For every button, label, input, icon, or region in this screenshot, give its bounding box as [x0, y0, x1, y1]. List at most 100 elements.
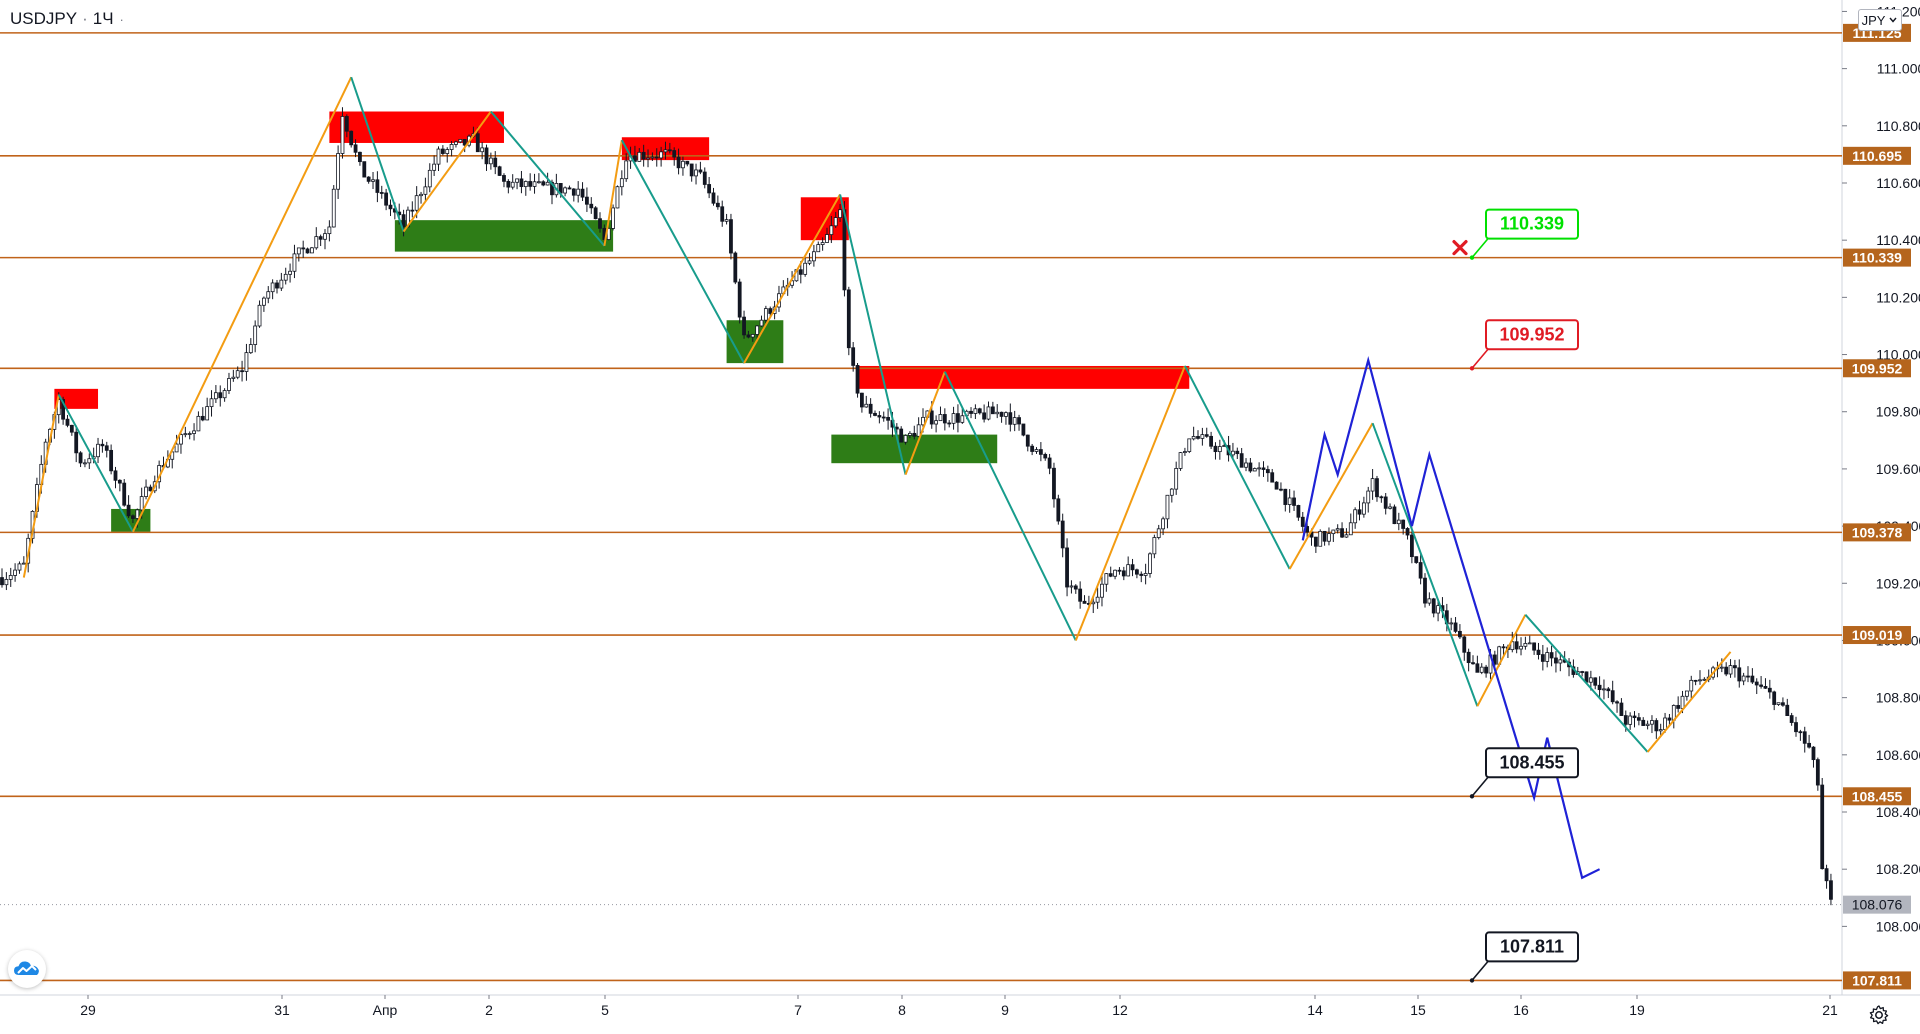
candle-bull	[973, 408, 978, 414]
candle-bear	[1239, 453, 1244, 468]
candle-bull	[1191, 436, 1196, 440]
candle-bull	[1335, 528, 1340, 531]
candle-bull	[838, 209, 842, 218]
candle-bull	[419, 193, 423, 197]
candle-bull	[1698, 679, 1702, 682]
candle-bull	[646, 157, 650, 160]
time-tick-label: 7	[794, 1002, 802, 1018]
candle-bear	[1025, 434, 1030, 447]
candle-bear	[1798, 731, 1803, 734]
candle-bear	[567, 187, 572, 190]
candle-bear	[1597, 684, 1602, 691]
candle-bear	[851, 347, 856, 366]
candle-bear	[148, 486, 153, 492]
candle-bear	[1423, 577, 1427, 604]
candle-bear	[585, 196, 589, 205]
symbol-label: USDJPY	[10, 9, 78, 28]
time-tick-label: 2	[485, 1002, 493, 1018]
red-cross-icon	[1452, 240, 1468, 256]
candle-bull	[663, 149, 668, 153]
candle-bear	[78, 452, 83, 464]
candle-bear	[746, 334, 751, 338]
candle-bull	[1327, 533, 1331, 542]
levels-layer	[0, 32, 1842, 982]
zigzag-down-leg	[350, 76, 405, 232]
candle-bear	[1623, 715, 1628, 725]
candle-bull	[296, 247, 301, 255]
callout-box	[1485, 319, 1579, 351]
candle-bull	[288, 270, 292, 275]
candle-bear	[1279, 488, 1283, 491]
candle-bear	[1030, 445, 1035, 452]
candle-bear	[1357, 509, 1362, 515]
zigzag-up-leg	[402, 110, 492, 233]
callout-pointer	[1471, 776, 1489, 797]
candle-bear	[1209, 435, 1214, 447]
candle-bull	[1152, 537, 1157, 555]
candle-bear	[1017, 417, 1021, 425]
candle-bull	[21, 562, 26, 565]
price-tick-label: 109.600	[1876, 461, 1920, 477]
candle-bull	[763, 308, 768, 321]
candle-bear	[1815, 759, 1820, 786]
candle-bear	[1615, 701, 1619, 704]
candle-bear	[358, 151, 362, 163]
level-price-tag-label: 109.952	[1852, 360, 1903, 376]
candle-bull	[139, 496, 144, 511]
candle-bear	[1117, 569, 1122, 572]
candle-bear	[707, 184, 712, 194]
last-price-tag-label: 108.076	[1852, 897, 1903, 913]
currency-button[interactable]: JPY	[1858, 9, 1902, 31]
callout-box	[1485, 747, 1579, 779]
more-dots-icon[interactable]: ·	[119, 12, 124, 27]
candle-bull	[449, 144, 454, 150]
level-price-tag	[1843, 359, 1911, 378]
candle-bull	[261, 297, 266, 306]
candle-bull	[1396, 519, 1401, 525]
candle-bull	[1200, 434, 1205, 439]
candle-bull	[532, 181, 537, 187]
callout-pointer	[1471, 238, 1489, 259]
candle-bear	[1802, 731, 1807, 744]
candle-bull	[1161, 518, 1165, 530]
candle-bear	[1008, 412, 1013, 425]
candle-bear	[737, 281, 742, 318]
zigzag-down-leg	[1524, 614, 1649, 753]
candle-bull	[829, 225, 834, 235]
candle-bear	[104, 445, 109, 451]
candle-bear	[384, 192, 389, 206]
symbol-header[interactable]: USDJPY · 1Ч ·	[10, 9, 124, 29]
candle-bull	[1776, 702, 1781, 705]
price-tick-label: 108.200	[1876, 861, 1920, 877]
candle-bear	[1466, 651, 1471, 664]
zigzag-up-leg	[132, 239, 274, 533]
candle-bear	[1754, 681, 1759, 686]
candle-bull	[1353, 509, 1358, 524]
candle-bull	[1287, 497, 1292, 505]
candle-bear	[275, 282, 279, 289]
candle-bear	[633, 155, 637, 162]
candle-bear	[1073, 585, 1078, 590]
candle-bull	[314, 236, 319, 249]
candle-bull	[1104, 573, 1109, 585]
settings-button[interactable]	[1866, 1002, 1892, 1028]
callout-pointer	[1471, 348, 1489, 369]
candle-bear	[1475, 663, 1480, 673]
last-price-tag	[1843, 895, 1911, 914]
candle-bull	[196, 415, 201, 432]
candle-bull	[1231, 450, 1235, 456]
candle-bull	[825, 234, 829, 243]
candle-bear	[349, 130, 354, 146]
tradingview-logo[interactable]	[8, 950, 46, 988]
candle-bull	[1702, 678, 1707, 681]
candle-bull	[1252, 468, 1257, 472]
candle-bear	[1300, 516, 1305, 527]
candle-bull	[458, 139, 463, 143]
level-price-tag	[1843, 971, 1911, 990]
candle-bull	[1004, 412, 1008, 417]
candle-bear	[685, 160, 690, 165]
candle-bull	[921, 416, 925, 426]
candle-bull	[650, 156, 655, 159]
candle-bear	[1584, 671, 1589, 683]
